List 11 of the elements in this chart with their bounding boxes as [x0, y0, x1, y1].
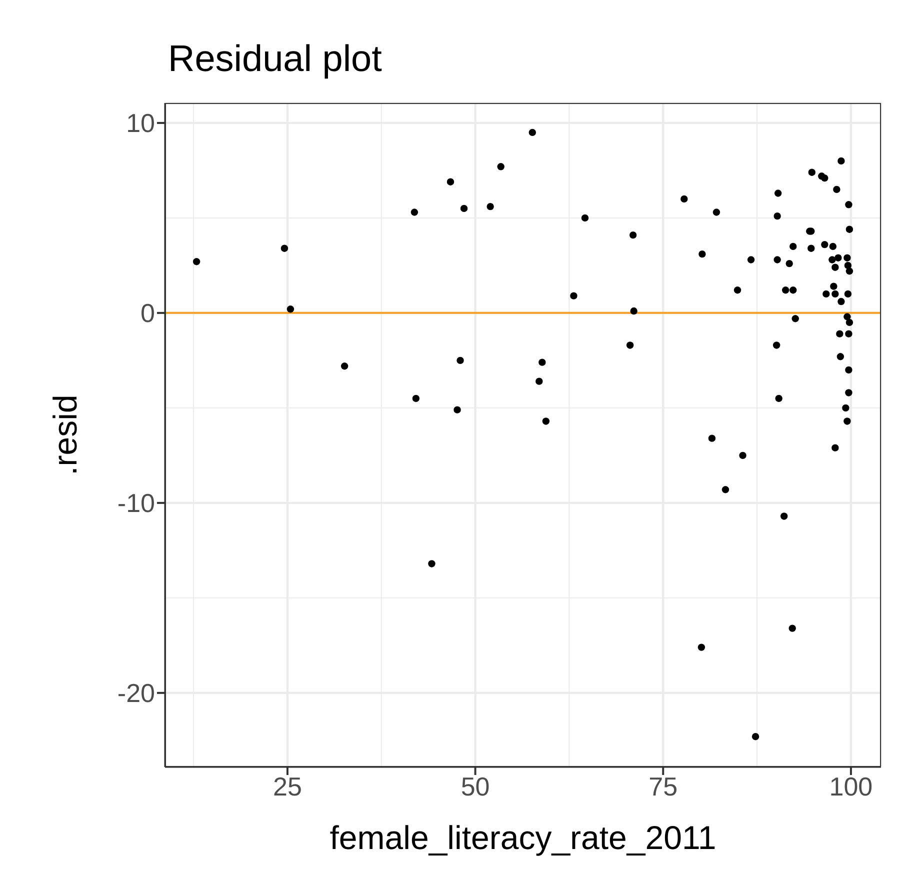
y-tick-label: -20 [117, 678, 155, 708]
y-tick-label: 0 [140, 298, 155, 328]
chart-title: Residual plot [168, 38, 382, 80]
y-axis-title: .resid [46, 394, 84, 476]
x-tick-label: 75 [648, 771, 678, 802]
x-axis-title: female_literacy_rate_2011 [330, 819, 716, 856]
y-tick-label: -10 [117, 488, 155, 518]
y-tick-label: 10 [126, 108, 155, 138]
x-tick-label: 50 [460, 771, 490, 802]
x-tick-label: 100 [829, 771, 873, 802]
x-tick-label: 25 [273, 771, 302, 802]
